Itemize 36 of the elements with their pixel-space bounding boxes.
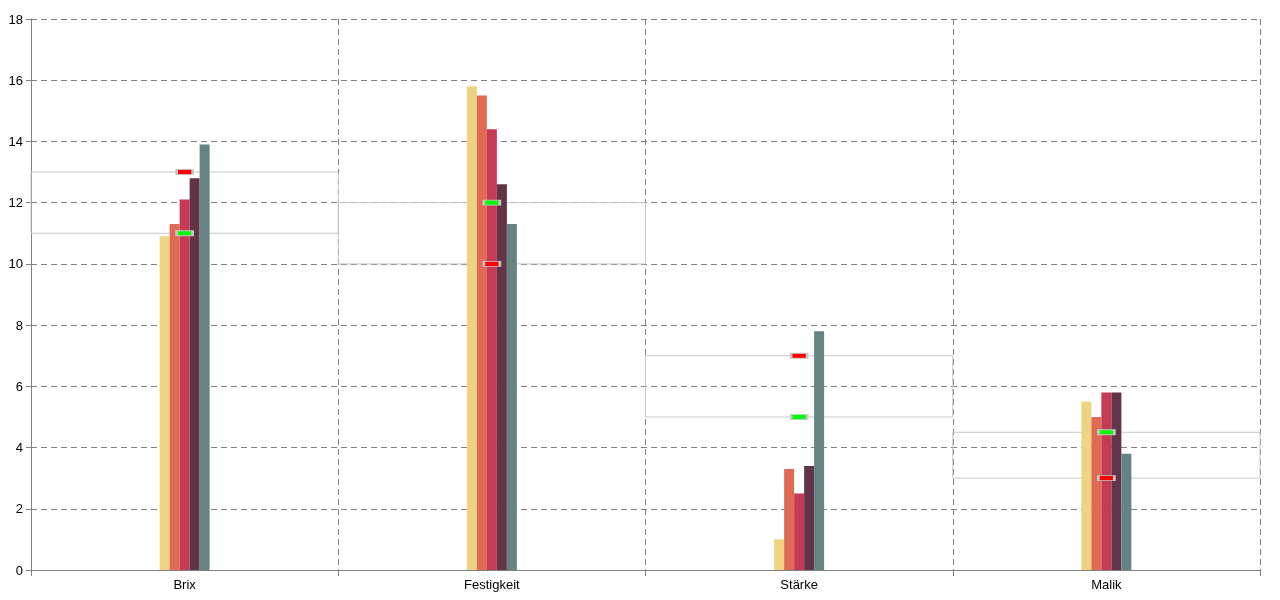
bar bbox=[179, 199, 190, 570]
x-tick-label: Brix bbox=[173, 577, 197, 592]
bar bbox=[159, 236, 170, 570]
bar bbox=[814, 331, 825, 570]
y-tick-label: 0 bbox=[15, 562, 23, 578]
y-tick-label: 10 bbox=[8, 256, 23, 272]
bar bbox=[952, 431, 1261, 479]
bar bbox=[486, 129, 497, 570]
y-tick-label: 12 bbox=[8, 195, 23, 211]
x-tick-label: Malik bbox=[1091, 577, 1123, 592]
bar bbox=[1121, 453, 1132, 570]
bar bbox=[794, 493, 805, 570]
bar bbox=[774, 539, 785, 570]
bar bbox=[1091, 416, 1102, 570]
y-tick-label: 8 bbox=[15, 317, 23, 333]
bar bbox=[506, 224, 517, 570]
bar bbox=[466, 86, 477, 570]
bar bbox=[189, 178, 200, 570]
bar bbox=[496, 184, 507, 570]
bar bbox=[784, 468, 795, 570]
bar bbox=[476, 95, 487, 570]
y-tick-label: 4 bbox=[15, 440, 23, 456]
y-tick-label: 2 bbox=[15, 501, 23, 517]
bar bbox=[804, 465, 815, 570]
x-tick-label: Festigkeit bbox=[464, 577, 521, 592]
y-tick-label: 14 bbox=[8, 133, 23, 149]
x-tick-label: Stärke bbox=[780, 577, 818, 592]
y-tick-label: 18 bbox=[8, 11, 23, 27]
bar bbox=[645, 355, 954, 418]
y-tick-label: 6 bbox=[15, 378, 23, 394]
bar bbox=[1101, 392, 1112, 570]
bar bbox=[169, 224, 180, 570]
y-tick-label: 16 bbox=[8, 72, 23, 88]
bar bbox=[199, 144, 210, 570]
bar bbox=[1081, 401, 1092, 570]
bar bbox=[1111, 392, 1122, 570]
